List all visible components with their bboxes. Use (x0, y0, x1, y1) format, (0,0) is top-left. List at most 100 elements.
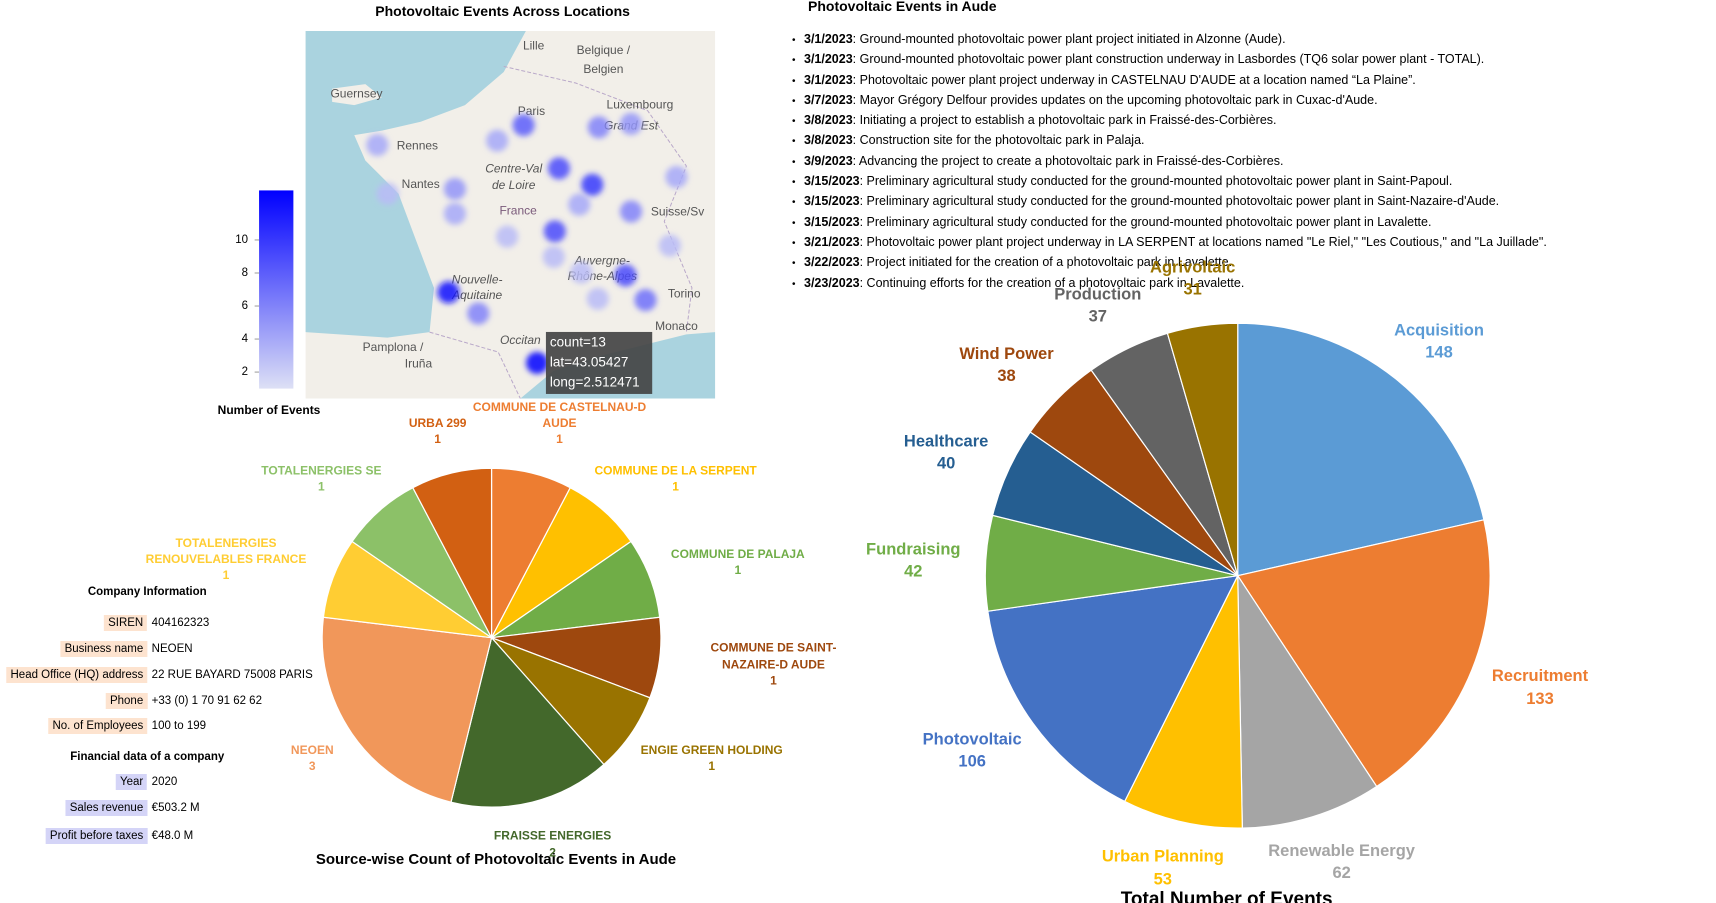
event-date: 3/9/2023 (804, 154, 853, 168)
event-text: : Ground-mounted photovoltaic power plan… (853, 32, 1286, 46)
pie-label-name: Healthcare (904, 430, 988, 452)
event-text: : Mayor Grégory Delfour provides updates… (853, 93, 1378, 107)
map-place-label: Nantes (402, 177, 440, 191)
tooltip-text: count=13 (550, 335, 606, 350)
event-item: 3/1/2023: Ground-mounted photovoltaic po… (792, 30, 1547, 50)
tooltip-text: long=2.512471 (550, 374, 640, 389)
map-title: Photovoltaic Events Across Locations (375, 3, 630, 19)
pie-label-name: Acquisition (1394, 319, 1484, 341)
pie-label-name: Renewable Energy (1268, 840, 1415, 862)
event-item: 3/15/2023: Preliminary agricultural stud… (792, 213, 1547, 233)
pie-label-name: Agrivoltaic (1150, 256, 1235, 278)
density-point (570, 261, 592, 283)
table-value: 2020 (152, 776, 178, 788)
density-point (665, 166, 687, 188)
event-date: 3/7/2023 (804, 93, 853, 107)
pie-label-name: TOTALENERGIES RENOUVELABLES FRANCE (139, 535, 314, 567)
map-place-label: de Loire (492, 178, 536, 192)
pie-label: Production37 (1054, 283, 1141, 328)
pie-label: Wind Power38 (959, 343, 1053, 388)
table-value: €503.2 M (152, 802, 200, 814)
tooltip-text: lat=43.05427 (550, 355, 628, 370)
pie-label-name: ENGIE GREEN HOLDING (641, 742, 783, 758)
event-item: 3/21/2023: Photovoltaic power plant proj… (792, 233, 1547, 253)
event-item: 3/1/2023: Photovoltaic power plant proje… (792, 71, 1547, 91)
pie-label: NEOEN3 (291, 742, 334, 774)
pie-label-value: 37 (1054, 306, 1141, 328)
table-value: 404162323 (152, 617, 210, 629)
table-value: €48.0 M (152, 830, 194, 842)
pie-label-name: Photovoltaic (923, 729, 1022, 751)
pie-label: Urban Planning53 (1102, 846, 1224, 891)
pie-label-value: 42 (866, 561, 960, 583)
colorbar (259, 190, 293, 388)
density-point (444, 178, 466, 200)
map-place-label: Rennes (397, 138, 438, 152)
density-point (548, 157, 570, 179)
pie-label-value: 53 (1102, 868, 1224, 890)
density-point (620, 113, 642, 135)
event-date: 3/21/2023 (804, 235, 860, 249)
map-place-label: Belgique / (577, 43, 631, 57)
map-place-label: Guernsey (330, 86, 382, 100)
dashboard: GuernseyLilleBelgique /BelgienParisLuxem… (0, 0, 1716, 903)
pie-label-name: COMMUNE DE LA SERPENT (595, 462, 757, 478)
pie-label-value: 1 (641, 758, 783, 774)
pie-label-value: 38 (959, 365, 1053, 387)
event-text: : Preliminary agricultural study conduct… (860, 174, 1453, 188)
density-point (587, 288, 609, 310)
density-point (543, 246, 565, 268)
pie-label-value: 1 (472, 431, 647, 447)
density-point (366, 134, 388, 156)
map-place-label: Iruña (405, 356, 433, 370)
pie-label-name: TOTALENERGIES SE (261, 462, 381, 478)
map-place-label: France (499, 204, 537, 218)
event-text: : Initiating a project to establish a ph… (853, 113, 1277, 127)
map-place-label: Lille (523, 39, 545, 53)
density-point (526, 352, 548, 374)
table-label: SIREN (104, 615, 147, 631)
pie-label-name: FRAISSE ENERGIES (494, 828, 611, 844)
density-point (467, 302, 489, 324)
pie-label: URBA 2991 (409, 415, 467, 447)
event-date: 3/22/2023 (804, 255, 860, 269)
pie-label-value: 3 (291, 758, 334, 774)
density-point (614, 264, 636, 286)
pie-label: COMMUNE DE SAINT-NAZAIRE-D AUDE1 (686, 640, 861, 689)
event-date: 3/15/2023 (804, 194, 860, 208)
table-title: Financial data of a company (70, 751, 224, 763)
event-text: : Preliminary agricultural study conduct… (860, 215, 1432, 229)
table-label: Business name (61, 641, 148, 657)
event-date: 3/15/2023 (804, 215, 860, 229)
pie-label-name: COMMUNE DE SAINT-NAZAIRE-D AUDE (686, 640, 861, 672)
table-value: 100 to 199 (152, 720, 206, 732)
pie-label-value: 62 (1268, 862, 1415, 884)
table-label: Head Office (HQ) address (7, 667, 148, 683)
colorbar-label: Number of Events (218, 403, 321, 417)
pie-label-name: Fundraising (866, 538, 960, 560)
event-text: : Photovoltaic power plant project under… (860, 235, 1547, 249)
pie-label-name: COMMUNE DE PALAJA (671, 546, 805, 562)
pie-label: FRAISSE ENERGIES2 (494, 828, 611, 860)
table-label: No. of Employees (48, 718, 147, 734)
pie-label: TOTALENERGIES SE1 (261, 462, 381, 494)
event-date: 3/8/2023 (804, 133, 853, 147)
table-value: 22 RUE BAYARD 75008 PARIS (152, 669, 313, 681)
event-item: 3/9/2023: Advancing the project to creat… (792, 152, 1547, 172)
event-item: 3/8/2023: Initiating a project to establ… (792, 111, 1547, 131)
density-point (496, 226, 518, 248)
colorbar-tick-label: 6 (242, 300, 248, 312)
pie-label-name: URBA 299 (409, 415, 467, 431)
density-point (544, 220, 566, 242)
map-place-label: Occitan (500, 333, 541, 347)
pie-label-value: 148 (1394, 341, 1484, 363)
table-label: Profit before taxes (46, 828, 147, 844)
pie-label-value: 40 (904, 452, 988, 474)
table-label: Year (116, 774, 147, 790)
pie-label-name: COMMUNE DE CASTELNAU-D AUDE (472, 399, 647, 431)
